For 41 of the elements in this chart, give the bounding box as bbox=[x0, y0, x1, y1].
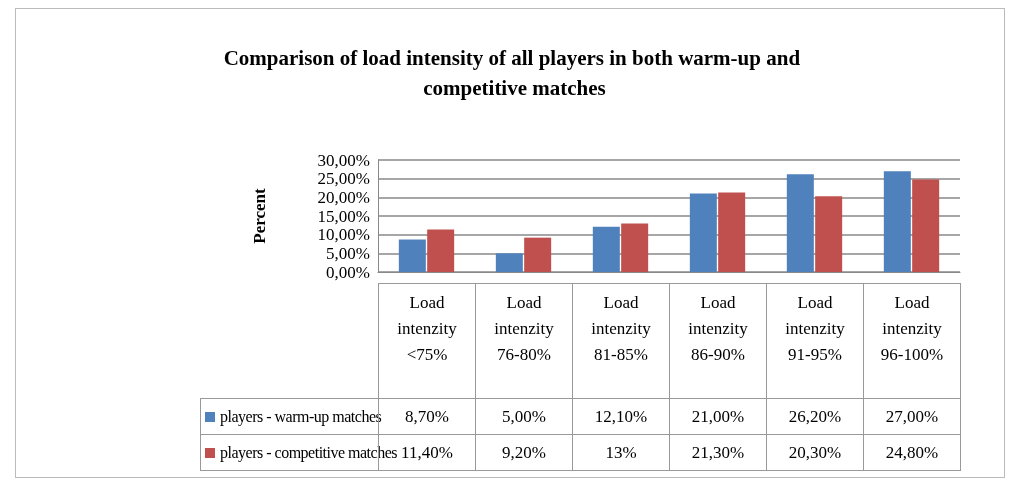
x-tick-label: Load intenzity 81-85% bbox=[572, 283, 670, 399]
bar bbox=[883, 171, 911, 272]
y-tick-label: 25,00% bbox=[317, 169, 370, 189]
y-tick-label: 15,00% bbox=[317, 206, 370, 226]
data-label: 21,30% bbox=[669, 434, 767, 471]
bar bbox=[912, 179, 940, 272]
bar bbox=[621, 223, 649, 272]
x-tick-label: Load intenzity 76-80% bbox=[475, 283, 573, 399]
data-label: 12,10% bbox=[572, 398, 670, 435]
bar bbox=[495, 253, 523, 272]
data-label: 24,80% bbox=[863, 434, 961, 471]
y-axis-title: Percent bbox=[250, 187, 269, 244]
x-tick-label: Load intenzity 96-100% bbox=[863, 283, 961, 399]
data-label: 20,30% bbox=[766, 434, 864, 471]
bar bbox=[786, 174, 814, 272]
bar bbox=[427, 229, 455, 272]
x-tick-label: Load intenzity <75% bbox=[378, 283, 476, 399]
bar bbox=[689, 193, 717, 272]
chart-title: Comparison of load intensity of all players in both warm-up and competitive matches bbox=[223, 46, 806, 100]
x-tick-label: Load intenzity 91-95% bbox=[766, 283, 864, 399]
bar bbox=[398, 239, 426, 272]
y-tick-label: 20,00% bbox=[317, 187, 370, 207]
data-label: 21,00% bbox=[669, 398, 767, 435]
bar bbox=[524, 237, 552, 272]
bar bbox=[718, 192, 746, 272]
data-label: 13% bbox=[572, 434, 670, 471]
bar bbox=[592, 226, 620, 272]
data-label: 11,40% bbox=[401, 442, 453, 462]
x-tick-label: Load intenzity 86-90% bbox=[669, 283, 767, 399]
data-label: 26,20% bbox=[766, 398, 864, 435]
legend-label: players - competitive matches bbox=[220, 443, 397, 462]
y-tick-label: 30,00% bbox=[317, 150, 370, 170]
data-label: 8,70% bbox=[405, 406, 449, 426]
y-tick-label: 10,00% bbox=[317, 225, 370, 245]
legend-label: players - warm-up matches bbox=[220, 407, 382, 426]
data-label: 27,00% bbox=[863, 398, 961, 435]
y-tick-label: 0,00% bbox=[326, 262, 370, 282]
data-label: 5,00% bbox=[475, 398, 573, 435]
bar bbox=[815, 196, 843, 272]
data-label: 9,20% bbox=[475, 434, 573, 471]
y-tick-label: 5,00% bbox=[326, 243, 370, 263]
